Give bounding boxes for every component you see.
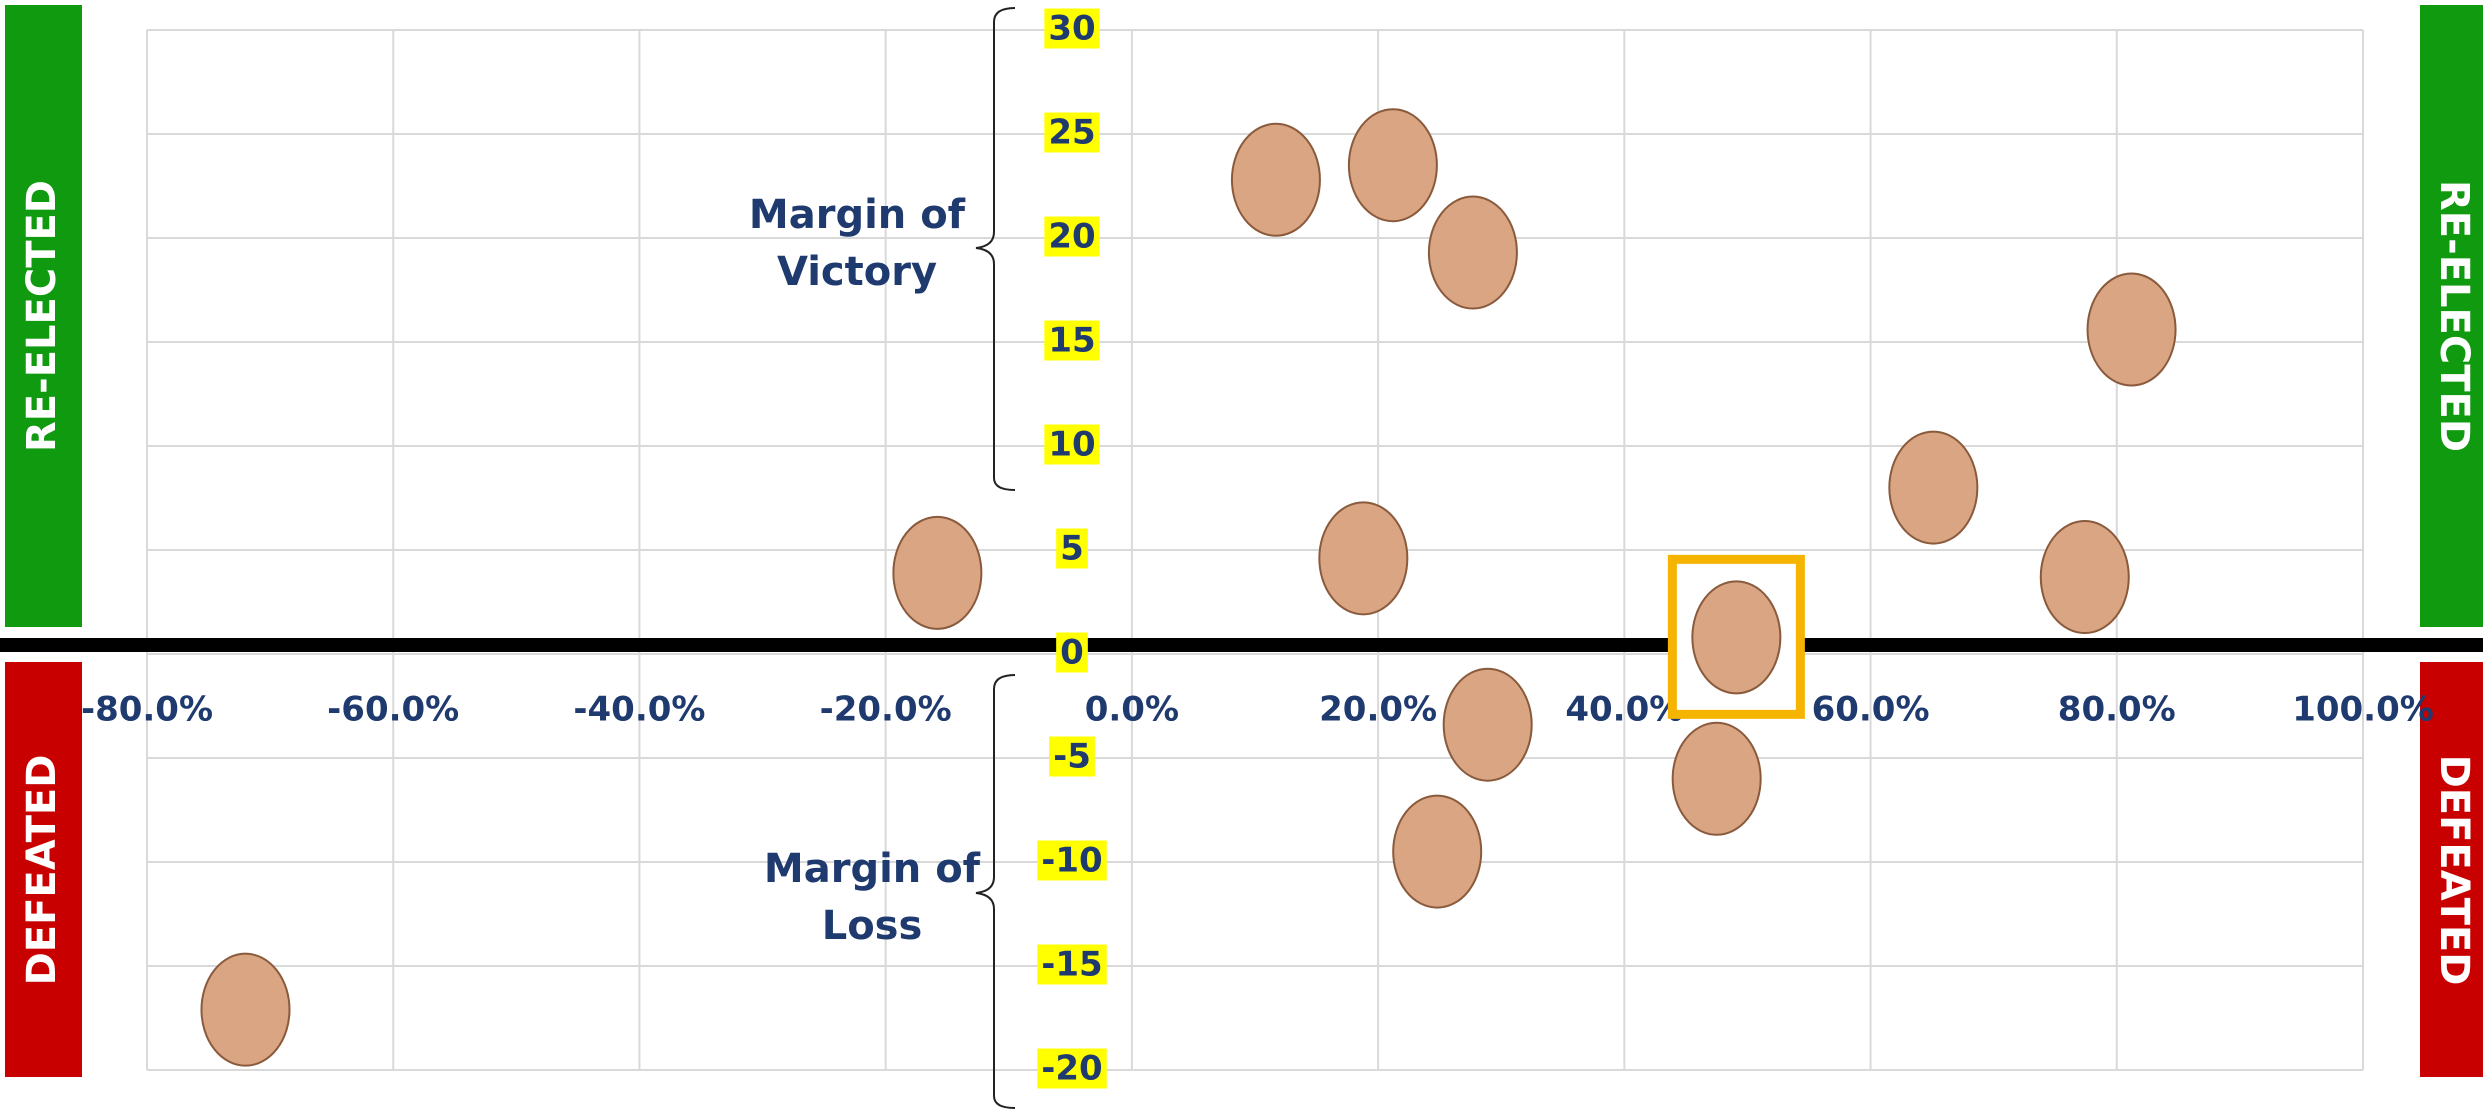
- banner-red-left: [5, 662, 82, 1077]
- x-tick-label: 80.0%: [2058, 690, 2176, 730]
- point: [2039, 520, 2130, 635]
- y-tick-label: 0: [1060, 633, 1084, 673]
- tick-highlight: [1044, 8, 1100, 49]
- x-tick-label: 100.0%: [2292, 690, 2434, 730]
- banner-red-right: [2420, 662, 2483, 1077]
- x-tick-label: 40.0%: [1565, 690, 1683, 730]
- x-tick-label: 20.0%: [1319, 690, 1437, 730]
- y-tick-label: 10: [1048, 425, 1095, 465]
- tick-highlight: [1056, 528, 1088, 569]
- point: [1888, 430, 1979, 545]
- point: [2086, 272, 2177, 387]
- annotation: Margin of: [764, 846, 981, 892]
- tick-highlight: [1049, 736, 1095, 777]
- point: [1392, 794, 1483, 909]
- point: [200, 952, 291, 1067]
- y-tick-label: -10: [1041, 841, 1102, 881]
- y-tick-label: -20: [1041, 1049, 1102, 1089]
- x-tick-label: 0.0%: [1085, 690, 1179, 730]
- y-tick-label: -15: [1041, 945, 1102, 985]
- y-tick-label: 20: [1048, 217, 1095, 257]
- y-tick-label: 15: [1048, 321, 1095, 361]
- tick-highlight: [1044, 216, 1100, 257]
- x-tick-label: -60.0%: [327, 690, 459, 730]
- x-tick-label: 60.0%: [1812, 690, 1930, 730]
- y-tick-label: 30: [1048, 9, 1095, 49]
- banner-text: RE-ELECTED: [2431, 180, 2477, 452]
- tick-highlight: [1037, 1048, 1107, 1089]
- banner-green-right: [2420, 5, 2483, 627]
- tick-highlight: [1044, 112, 1100, 153]
- banner-text: DEFEATED: [19, 755, 65, 986]
- annotation: Victory: [777, 249, 937, 295]
- tick-highlight: [1037, 944, 1107, 985]
- annotation: Loss: [822, 903, 923, 949]
- tick-highlight: [1044, 320, 1100, 361]
- tick-highlight: [1056, 632, 1088, 673]
- point: [1318, 501, 1409, 616]
- annotation: Margin of: [749, 192, 966, 238]
- point: [1230, 122, 1321, 237]
- x-tick-label: -20.0%: [820, 690, 952, 730]
- tick-highlight: [1037, 840, 1107, 881]
- point: [1442, 667, 1533, 782]
- tick-highlight: [1044, 424, 1100, 465]
- x-tick-label: -40.0%: [573, 690, 705, 730]
- point: [892, 515, 983, 630]
- x-tick-label: -80.0%: [81, 690, 213, 730]
- brace: [975, 7, 1016, 491]
- banner-text: DEFEATED: [2431, 755, 2477, 986]
- point: [1347, 108, 1438, 223]
- y-tick-label: -5: [1053, 737, 1091, 777]
- banner-green-left: [5, 5, 82, 627]
- y-tick-label: 5: [1060, 529, 1084, 569]
- banner-text: RE-ELECTED: [19, 180, 65, 452]
- grid: [146, 29, 2364, 1071]
- point: [1427, 195, 1518, 310]
- y-tick-label: 25: [1048, 113, 1095, 153]
- point: [1671, 721, 1762, 836]
- brace: [975, 674, 1016, 1109]
- zero-line: [0, 638, 2483, 652]
- point: [1691, 580, 1782, 695]
